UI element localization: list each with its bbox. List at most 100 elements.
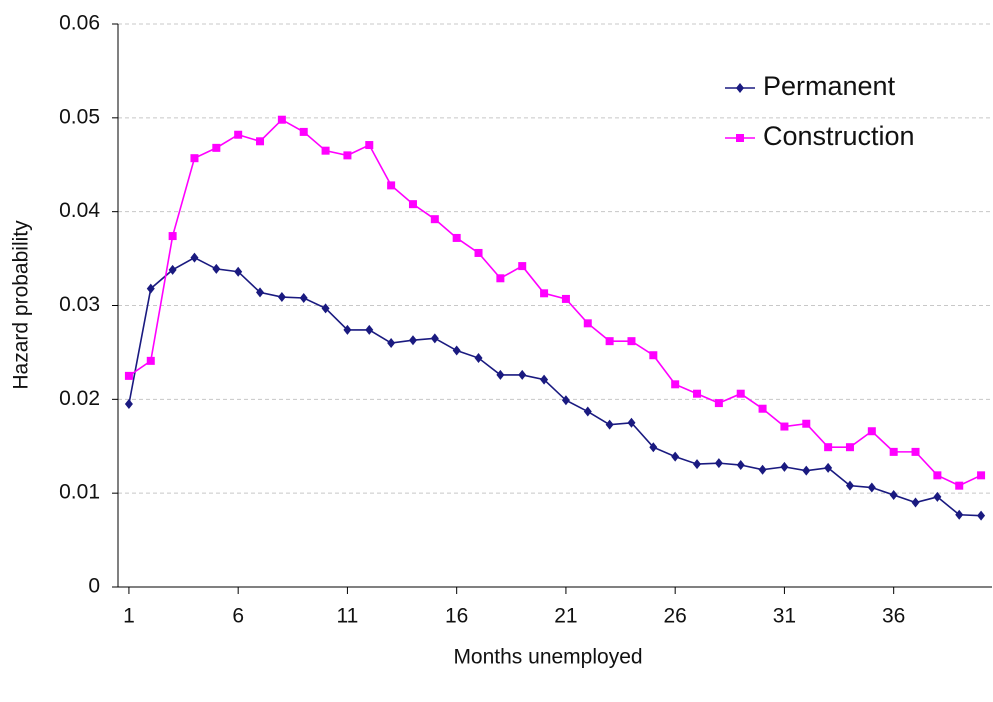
data-point: [649, 442, 658, 453]
data-point: [408, 335, 417, 346]
y-tick-label: 0.05: [59, 105, 100, 128]
data-point: [693, 389, 702, 398]
data-point: [365, 324, 374, 335]
data-point: [605, 419, 614, 430]
data-point: [780, 461, 789, 472]
legend-marker: [736, 134, 744, 142]
y-tick-label: 0.06: [59, 12, 100, 35]
data-point: [845, 480, 854, 491]
series-line: [128, 256, 982, 517]
data-point: [867, 482, 876, 493]
data-point: [605, 337, 614, 346]
data-point: [540, 289, 549, 298]
data-point: [234, 266, 243, 277]
data-point: [561, 294, 570, 303]
data-point: [736, 389, 745, 398]
data-point: [496, 274, 505, 283]
data-point: [343, 151, 352, 160]
data-point: [736, 460, 745, 471]
data-point: [408, 200, 417, 209]
data-point: [387, 181, 396, 190]
data-point: [496, 369, 505, 380]
data-point: [671, 451, 680, 462]
data-point: [649, 351, 658, 360]
data-point: [430, 215, 439, 224]
data-point: [430, 333, 439, 344]
data-point: [955, 481, 964, 490]
data-point: [277, 292, 286, 303]
data-point: [518, 369, 527, 380]
legend-marker: [736, 83, 744, 93]
data-point: [955, 509, 964, 520]
data-point: [146, 356, 155, 365]
x-tick-label: 1: [123, 605, 135, 628]
data-point: [933, 491, 942, 502]
x-tick-label: 26: [663, 605, 686, 628]
y-axis-title: Hazard probability: [10, 220, 33, 390]
y-tick-label: 0.03: [59, 293, 100, 316]
data-point: [824, 443, 833, 452]
data-point: [321, 303, 330, 314]
data-point: [867, 427, 876, 436]
data-point: [343, 324, 352, 335]
data-point: [212, 143, 221, 152]
data-point: [256, 137, 265, 146]
data-point: [146, 283, 155, 294]
data-point: [190, 154, 199, 163]
data-point: [474, 248, 483, 257]
data-point: [256, 287, 265, 298]
data-point: [124, 399, 133, 410]
data-point: [561, 395, 570, 406]
data-point: [190, 252, 199, 263]
data-point: [889, 447, 898, 456]
data-point: [845, 443, 854, 452]
data-point: [911, 497, 920, 508]
y-tick-label: 0.02: [59, 387, 100, 410]
data-point: [299, 292, 308, 303]
y-tick-label: 0.04: [59, 199, 100, 222]
data-point: [977, 510, 986, 521]
data-point: [452, 345, 461, 356]
series-line: [128, 118, 982, 487]
x-tick-label: 16: [445, 605, 468, 628]
data-point: [933, 471, 942, 480]
data-point: [758, 464, 767, 475]
data-point: [583, 319, 592, 328]
data-point: [387, 338, 396, 349]
data-point: [234, 130, 243, 139]
y-tick-label: 0.01: [59, 481, 100, 504]
data-point: [627, 417, 636, 428]
data-point: [714, 458, 723, 469]
legend-label: Permanent: [763, 71, 896, 101]
data-point: [802, 465, 811, 476]
data-point: [540, 374, 549, 385]
data-point: [780, 422, 789, 431]
x-tick-label: 6: [232, 605, 244, 628]
legend-label: Construction: [763, 121, 915, 151]
data-point: [802, 419, 811, 428]
x-tick-label: 36: [882, 605, 905, 628]
x-tick-label: 31: [773, 605, 796, 628]
data-point: [977, 471, 986, 480]
data-point: [365, 141, 374, 150]
data-point: [693, 459, 702, 470]
data-point: [452, 233, 461, 242]
x-tick-label: 11: [337, 605, 359, 628]
data-point: [518, 262, 527, 271]
data-point: [299, 127, 308, 136]
data-point: [168, 264, 177, 275]
data-point: [758, 404, 767, 413]
data-point: [168, 232, 177, 241]
data-point: [911, 447, 920, 456]
data-point: [583, 406, 592, 417]
data-point: [321, 146, 330, 155]
x-tick-label: 21: [554, 605, 577, 628]
data-point: [889, 490, 898, 501]
x-axis-title: Months unemployed: [453, 646, 642, 669]
data-point: [474, 353, 483, 364]
y-tick-label: 0: [88, 575, 100, 598]
data-point: [671, 380, 680, 389]
data-point: [124, 371, 133, 380]
data-point: [212, 263, 221, 274]
